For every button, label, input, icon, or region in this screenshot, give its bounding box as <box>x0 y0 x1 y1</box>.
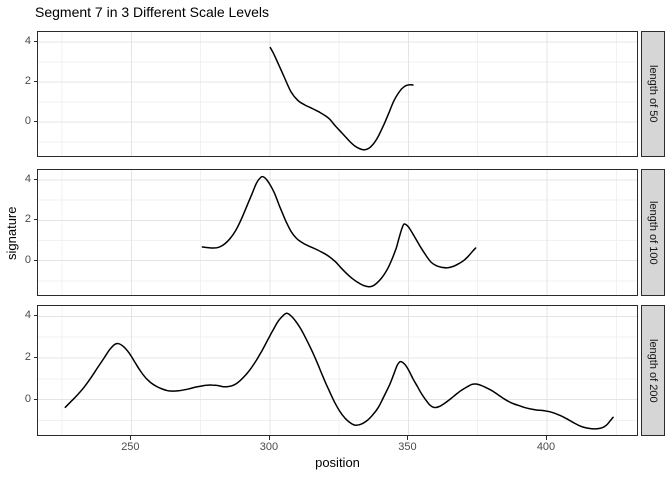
signature-curve <box>201 175 477 288</box>
y-tick-label: 0 <box>24 253 31 266</box>
y-tick-label: 2 <box>24 213 31 226</box>
signature-curve <box>64 312 614 430</box>
y-tick-label: 2 <box>24 75 31 87</box>
y-tick-label: 0 <box>24 115 31 127</box>
y-tick-mark <box>33 179 37 181</box>
y-tick-label: 4 <box>24 173 31 186</box>
y-tick-mark <box>33 219 37 221</box>
facet-panel <box>37 31 638 157</box>
x-tick-mark <box>268 436 270 440</box>
facet-strip: length of 50 <box>641 31 665 157</box>
facet-panel <box>37 305 638 436</box>
y-tick-mark <box>33 259 37 261</box>
facet-panel <box>37 169 638 296</box>
x-tick-label: 400 <box>536 441 556 453</box>
y-tick-mark <box>33 81 37 82</box>
y-tick-label: 2 <box>24 350 31 363</box>
facet-strip: length of 200 <box>641 305 665 436</box>
signature-curve <box>269 46 414 151</box>
facet-strip: length of 100 <box>641 169 665 296</box>
facet-strip-label: length of 200 <box>647 338 659 403</box>
y-tick-mark <box>33 41 37 42</box>
y-tick-label: 4 <box>24 35 31 47</box>
y-tick-mark <box>33 356 37 358</box>
y-tick-mark <box>33 315 37 317</box>
y-tick-mark <box>33 398 37 400</box>
y-axis-title: signature <box>4 206 19 261</box>
x-axis-title: position <box>315 455 360 470</box>
x-tick-mark <box>407 436 409 440</box>
y-tick-mark <box>33 121 37 122</box>
facet-strip-label: length of 100 <box>647 200 659 265</box>
y-tick-label: 0 <box>24 392 31 405</box>
x-tick-mark <box>546 436 547 440</box>
facet-strip-label: length of 50 <box>647 65 659 123</box>
x-tick-label: 300 <box>259 441 279 453</box>
y-tick-label: 4 <box>24 309 31 322</box>
chart-title: Segment 7 in 3 Different Scale Levels <box>35 4 269 20</box>
x-tick-mark <box>130 436 132 440</box>
x-tick-label: 250 <box>121 441 140 453</box>
x-tick-label: 350 <box>398 441 417 453</box>
